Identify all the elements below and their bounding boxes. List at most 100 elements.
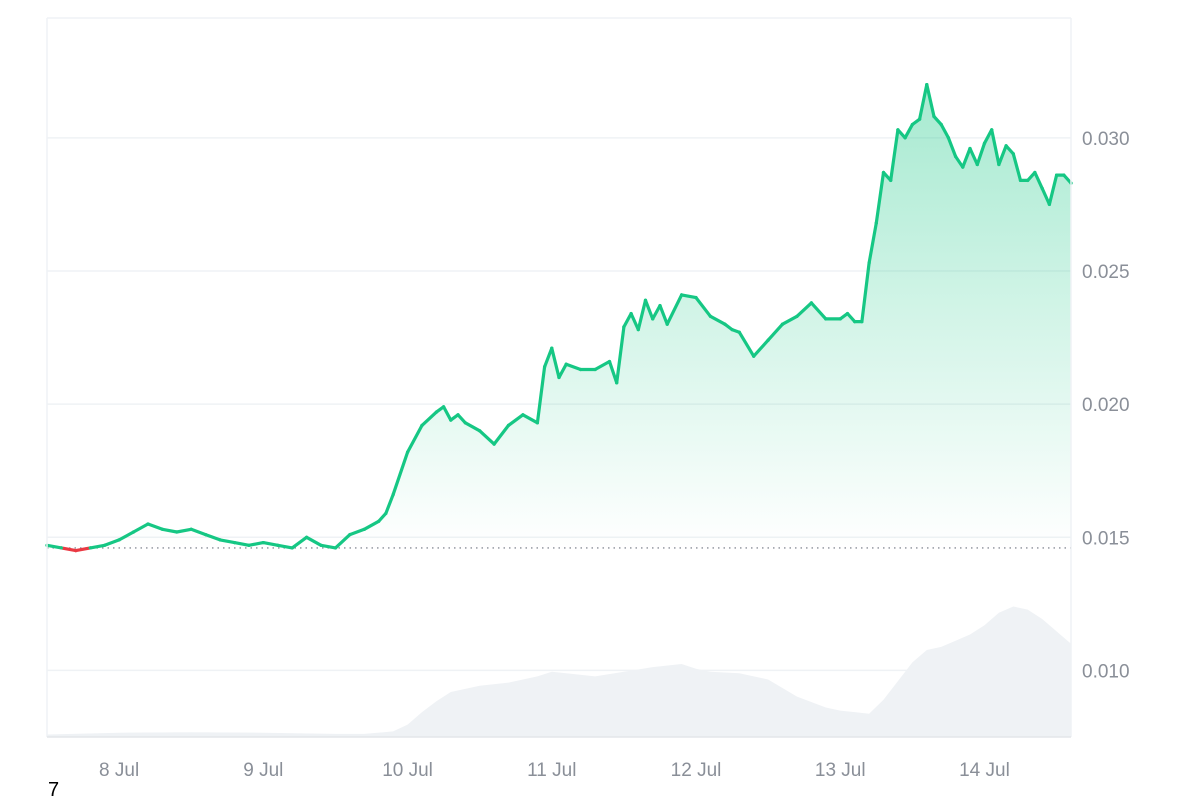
price-point xyxy=(391,493,395,497)
price-point xyxy=(752,354,756,358)
price-point xyxy=(59,546,64,550)
price-point xyxy=(961,165,965,169)
price-point xyxy=(730,328,734,332)
price-segment xyxy=(968,146,979,167)
price-point xyxy=(925,83,929,87)
y-tick-label: 0.010 xyxy=(1082,661,1130,682)
price-point xyxy=(975,162,979,167)
volume-area xyxy=(47,606,1071,737)
price-segment xyxy=(564,362,583,372)
price-point xyxy=(564,362,568,366)
price-segment xyxy=(643,298,655,321)
price-segment xyxy=(795,301,814,318)
price-segment xyxy=(1062,173,1073,185)
price-point xyxy=(384,511,388,515)
price-segment xyxy=(766,322,785,342)
price-point xyxy=(658,304,662,308)
price-point xyxy=(708,314,713,318)
price-point xyxy=(593,367,597,372)
price-point xyxy=(506,423,511,427)
price-segment xyxy=(232,540,251,547)
price-point xyxy=(1040,186,1044,190)
price-point xyxy=(74,549,78,553)
price-point xyxy=(442,405,446,409)
price-point xyxy=(867,261,871,265)
price-point xyxy=(918,117,922,121)
price-point xyxy=(896,128,900,132)
price-point xyxy=(247,543,251,547)
price-point xyxy=(1047,202,1051,206)
y-tick-label: 0.025 xyxy=(1082,262,1130,283)
price-point xyxy=(968,146,972,151)
x-tick-label: 12 Jul xyxy=(671,760,722,780)
price-segment xyxy=(622,312,633,329)
price-point xyxy=(982,141,987,145)
x-tick-label: 9 Jul xyxy=(243,760,283,780)
price-segment xyxy=(917,82,929,121)
price-point xyxy=(579,367,583,372)
price-point xyxy=(997,162,1001,167)
price-point xyxy=(1026,178,1030,182)
price-segment xyxy=(665,293,684,326)
price-point xyxy=(463,421,467,425)
price-point xyxy=(795,314,799,318)
price-segment xyxy=(74,546,92,553)
price-segment xyxy=(975,141,987,167)
price-point xyxy=(377,519,381,523)
price-segment xyxy=(146,522,164,531)
price-segment xyxy=(305,535,323,547)
price-segment xyxy=(276,543,294,550)
price-point xyxy=(838,317,842,321)
price-point xyxy=(146,522,150,526)
price-segment xyxy=(478,429,496,446)
price-segment xyxy=(658,304,669,326)
price-point xyxy=(305,535,309,539)
price-area xyxy=(47,84,1071,548)
price-point xyxy=(333,546,338,550)
price-segment xyxy=(406,423,424,454)
price-point xyxy=(420,423,424,427)
price-segment xyxy=(990,128,1001,167)
price-point xyxy=(651,317,655,321)
price-point xyxy=(1004,144,1008,148)
price-point xyxy=(478,429,482,433)
price-segment xyxy=(679,293,698,300)
price-point xyxy=(175,530,179,534)
price-segment xyxy=(651,304,662,321)
price-point xyxy=(874,221,878,225)
price-segment xyxy=(1040,186,1052,206)
price-segment xyxy=(420,410,438,427)
price-point xyxy=(406,450,410,454)
price-segment xyxy=(593,359,612,372)
price-point xyxy=(889,178,893,182)
price-point xyxy=(636,328,640,332)
price-point xyxy=(723,322,727,326)
price-segment xyxy=(708,314,727,326)
price-point xyxy=(362,527,366,531)
price-point xyxy=(694,296,698,300)
price-segment xyxy=(953,154,965,169)
price-point xyxy=(456,413,460,417)
price-point xyxy=(535,421,540,425)
price-point xyxy=(550,346,554,350)
price-chart[interactable]: 0.010 0.015 0.020 0.025 0.030 8 Jul 9 Jul 10 J… xyxy=(0,0,1200,780)
price-point xyxy=(824,317,828,321)
price-segment xyxy=(160,527,179,534)
price-segment xyxy=(932,114,943,127)
price-segment xyxy=(290,535,309,550)
price-segment xyxy=(607,359,619,385)
price-segment xyxy=(218,538,237,545)
price-segment xyxy=(384,493,395,515)
price-point xyxy=(680,293,684,297)
y-tick-label: 0.030 xyxy=(1082,129,1130,150)
price-point xyxy=(543,365,547,369)
price-segment xyxy=(737,330,756,358)
price-segment xyxy=(874,170,886,225)
y-axis-ticks: 0.010 0.015 0.020 0.025 0.030 xyxy=(1082,129,1130,683)
price-point xyxy=(809,301,814,305)
price-point xyxy=(117,538,121,542)
price-segment xyxy=(333,532,352,550)
price-point xyxy=(643,298,648,302)
price-segment xyxy=(636,298,648,332)
price-segment xyxy=(59,546,78,553)
